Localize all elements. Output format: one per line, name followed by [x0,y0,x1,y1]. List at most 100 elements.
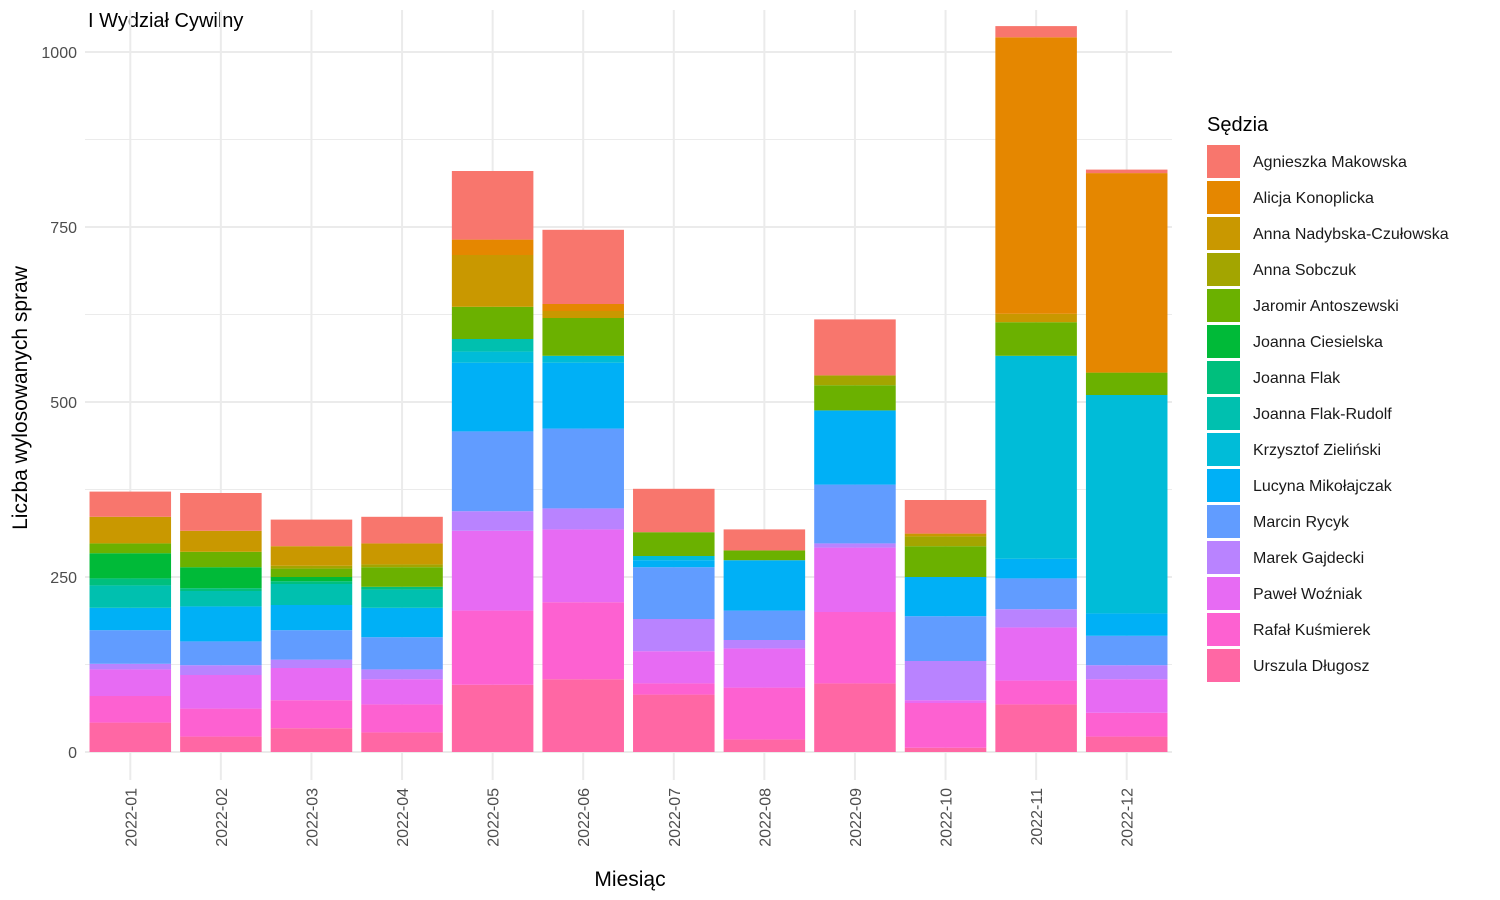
bar-segment [270,668,353,701]
bar-segment [451,255,534,307]
bar-segment [89,607,172,631]
bar-segment [904,533,987,537]
bar-segment [361,516,443,544]
legend-label: Urszula Długosz [1253,658,1369,675]
bar-segment [89,669,172,696]
y-tick-label: 1000 [41,45,77,62]
bar-segment [361,637,443,670]
x-tick-label: 2022-05 [486,788,503,847]
bar-segment [633,532,715,556]
bar-segment [270,581,353,584]
bar-segment [89,663,172,670]
x-tick-label: 2022-06 [576,788,593,847]
y-axis-title: Liczba wylosowanych spraw [9,265,32,530]
bar-segment [633,694,715,752]
bar-segment [633,488,715,533]
legend-label: Agnieszka Makowska [1253,154,1407,171]
bar-segment [270,565,353,569]
y-tick-label: 500 [50,395,77,412]
bar-segment [270,605,353,631]
bar-segment [542,679,624,752]
bar-segment [542,428,624,509]
bar-segment [814,547,896,612]
bar-segment [542,311,624,318]
legend-swatch [1207,469,1240,502]
bar-segment [180,736,262,752]
bar-segment [995,558,1077,579]
x-tick-label: 2022-02 [214,788,231,847]
bar-segment [89,578,172,586]
bar-segment [180,665,262,675]
x-tick-label: 2022-03 [304,788,321,847]
bar-segment [723,610,806,640]
bar-segment [180,493,262,531]
bar-segment [180,591,262,607]
bar-segment [270,546,353,566]
legend-swatch [1207,541,1240,574]
bar-segment [814,543,896,548]
bar-segment [904,536,987,547]
bar-segment [89,491,172,517]
legend-swatch [1207,397,1240,430]
bar-segment [1085,736,1168,752]
bar-segment [270,630,353,660]
bar-segment [723,648,806,688]
bar-segment [1085,173,1168,373]
bar-segment [723,739,806,752]
bar-segment [361,669,443,680]
x-tick-label: 2022-11 [1029,788,1046,846]
x-tick-label: 2022-04 [395,788,412,847]
y-tick-label: 0 [68,745,77,762]
bar-segment [904,747,987,752]
bar-segment [451,684,534,752]
bar-segment [814,484,896,544]
x-tick-label: 2022-10 [939,788,956,847]
legend-label: Joanna Flak-Rudolf [1253,406,1392,423]
bar-segment [633,567,715,619]
bar-segment [723,640,806,649]
bar-segment [180,641,262,666]
legend-label: Paweł Woźniak [1253,586,1363,603]
legend-label: Marek Gajdecki [1253,550,1364,567]
bar-segment [451,306,534,339]
bar-segment [361,704,443,733]
bar-segment [633,556,715,561]
x-tick-label: 2022-07 [667,788,684,847]
bar-segment [361,564,443,568]
bar-segment [451,530,534,611]
bar-segment [361,586,443,590]
x-axis-ticks: 2022-01 2022-02 2022-03 2022-04 2022-05 2022-… [123,788,1136,847]
bar-segment [451,511,534,531]
legend-label: Rafał Kuśmierek [1253,622,1371,639]
bar-segment [451,339,534,352]
bar-segment [361,607,443,638]
bar-segment [180,551,262,568]
bar-segment [814,319,896,376]
bar-segment [542,529,624,603]
legend-swatch [1207,361,1240,394]
bar-segment [180,588,262,591]
bar-segment [361,679,443,705]
legend-swatch [1207,145,1240,178]
y-axis-ticks: 0 250 500 750 1000 [41,45,77,762]
bar-segment [89,585,172,608]
bar-segment [270,728,353,752]
x-tick-label: 2022-12 [1120,788,1137,847]
bar-segment [995,680,1077,705]
bar-segment [995,26,1077,38]
bar-segment [814,375,896,386]
x-tick-label: 2022-01 [123,788,140,847]
legend-swatch [1207,433,1240,466]
bar-segment [542,508,624,530]
bar-segment [1085,635,1168,666]
x-tick-label: 2022-08 [757,788,774,847]
bar-segment [180,675,262,709]
bar-segment [995,627,1077,681]
bar-segment [451,239,534,255]
bar-segment [995,322,1077,356]
bar-segment [814,683,896,752]
bar-segment [904,616,987,661]
bars [89,26,1168,752]
bar-segment [995,355,1077,559]
